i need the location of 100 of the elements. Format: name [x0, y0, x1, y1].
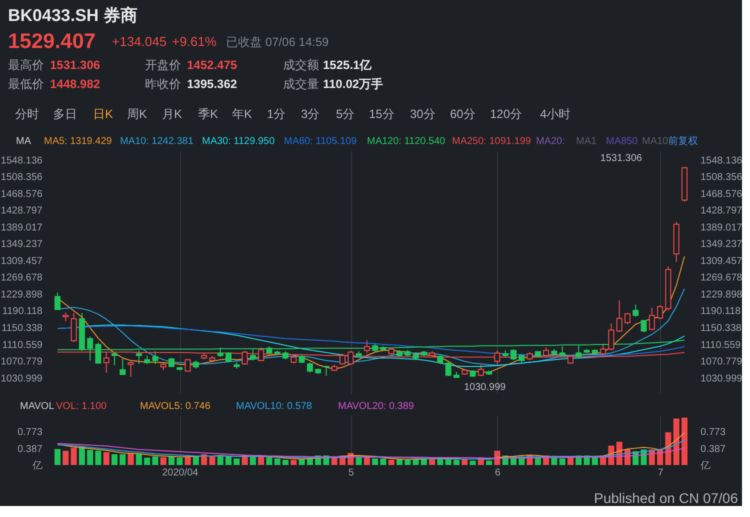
bar: [412, 459, 419, 465]
bar: [112, 454, 118, 465]
bar: [62, 450, 69, 465]
text: 成交量: [283, 77, 319, 91]
text: 15分: [369, 107, 394, 121]
y2-tick-label: 1508.356: [700, 172, 743, 184]
bar: [453, 460, 460, 465]
y-tick-label: 1190.118: [2, 306, 43, 318]
y-tick-label: 1150.338: [2, 323, 43, 334]
candlestick: [632, 304, 639, 318]
candlestick: [494, 350, 500, 364]
bar: [209, 456, 216, 465]
bar: [250, 456, 256, 465]
candlestick: [640, 320, 647, 333]
bar: [665, 432, 672, 465]
bar: [201, 454, 208, 465]
text: 成交额: [283, 58, 319, 72]
y2-tick-label: 1110.559: [700, 340, 742, 351]
y-tick-label: 1030.999: [0, 373, 43, 384]
candlestick: [340, 353, 346, 366]
text: 3分: [301, 107, 320, 121]
bar: [380, 458, 386, 465]
bar: [673, 418, 680, 465]
candlestick: [608, 322, 614, 351]
text: 1395.362: [187, 77, 238, 91]
text: MA10: [642, 136, 669, 147]
y-tick-label: 1349.237: [0, 239, 43, 250]
candlestick: [152, 350, 158, 364]
bar: [396, 459, 402, 465]
bar: [160, 457, 166, 465]
text: 1525.1亿: [323, 58, 373, 72]
text: 1分: [267, 107, 286, 121]
y-tick-label: 1428.797: [0, 206, 43, 217]
text: MA850: [606, 136, 638, 147]
text: +9.61%: [172, 34, 217, 49]
text: 月K: [162, 107, 182, 121]
y-tick-label: 1309.457: [0, 256, 43, 267]
bar: [404, 460, 411, 465]
text: 年K: [232, 107, 252, 121]
bar: [486, 460, 492, 465]
text: 开盘价: [145, 58, 181, 72]
bar: [54, 449, 61, 465]
text: 110.02万手: [323, 77, 384, 91]
x-tick-label: 5: [348, 468, 354, 478]
bar: [681, 418, 688, 465]
text: VOL: 1.100: [56, 401, 108, 412]
bar: [274, 458, 280, 465]
y-tick-label: 0.387: [17, 444, 43, 455]
text: MA1: [576, 136, 597, 147]
text: +134.045: [112, 34, 167, 49]
candlestick: [445, 362, 452, 377]
candlestick: [128, 360, 134, 378]
bar: [168, 456, 175, 465]
y-tick-label: 0.773: [17, 427, 43, 438]
bar: [103, 452, 110, 465]
text: 分时: [15, 107, 39, 121]
y2-tick-label: 亿: [700, 460, 710, 472]
bar: [290, 460, 297, 465]
bar: [266, 457, 272, 465]
text: 1448.982: [50, 77, 100, 91]
candlestick: [364, 340, 370, 354]
y2-tick-label: 0.773: [700, 427, 726, 438]
text: 季K: [198, 107, 218, 121]
text: MA60: 1105.109: [284, 136, 358, 147]
annotation: 1531.306: [600, 153, 642, 164]
bar: [388, 460, 394, 465]
text: 前复权: [668, 135, 698, 147]
text: MA250: 1091.199: [452, 136, 532, 147]
text: MA120: 1120.540: [367, 136, 446, 147]
y2-tick-label: 1349.237: [700, 239, 743, 250]
bar: [559, 458, 566, 465]
bar: [95, 450, 102, 465]
candlestick: [648, 307, 655, 331]
candlestick: [120, 358, 126, 375]
candlestick: [323, 365, 330, 376]
y2-tick-label: 1229.898: [700, 289, 743, 300]
text: MAVOL10: 0.578: [236, 401, 312, 412]
y-tick-label: 1070.779: [0, 356, 43, 368]
y-tick-label: 1389.017: [0, 222, 43, 234]
bar: [144, 458, 150, 465]
bar: [78, 446, 85, 465]
bar: [429, 458, 436, 465]
y2-tick-label: 1070.779: [700, 356, 743, 368]
candlestick: [184, 358, 191, 372]
y2-tick-label: 1150.338: [700, 323, 742, 334]
y2-tick-label: 1309.457: [700, 256, 743, 267]
text: 1529.407: [8, 30, 96, 53]
text: 最低价: [8, 77, 44, 91]
candlestick: [437, 354, 444, 364]
x-tick-label: 2020/04: [162, 468, 199, 478]
bar: [234, 458, 240, 465]
y2-tick-label: 1030.999: [700, 373, 743, 384]
text: Published on CN 07/06: [594, 490, 738, 506]
bar: [136, 454, 142, 465]
text: 多日: [53, 107, 77, 121]
text: 1452.475: [187, 58, 238, 72]
bar: [372, 458, 378, 465]
bar: [226, 456, 232, 465]
bar: [420, 458, 427, 465]
y-tick-label: 1508.356: [0, 172, 43, 184]
